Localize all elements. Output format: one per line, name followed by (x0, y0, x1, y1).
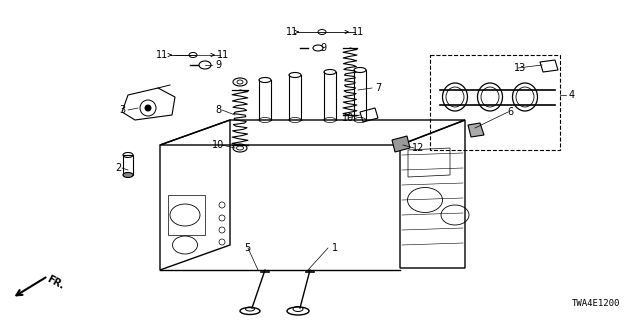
Text: TWA4E1200: TWA4E1200 (572, 299, 620, 308)
Bar (430, 55, 560, 150)
Text: 4: 4 (569, 90, 575, 100)
Text: 12: 12 (412, 143, 424, 153)
Text: 11: 11 (352, 27, 364, 37)
Text: 5: 5 (244, 243, 250, 253)
Text: 8: 8 (215, 105, 221, 115)
Text: 11: 11 (156, 50, 168, 60)
Text: 11: 11 (217, 50, 229, 60)
Text: FR.: FR. (45, 274, 65, 292)
Text: 11: 11 (286, 27, 298, 37)
Circle shape (145, 105, 151, 111)
Text: 13: 13 (514, 63, 526, 73)
Text: 3: 3 (119, 105, 125, 115)
Text: 1: 1 (332, 243, 338, 253)
Text: 2: 2 (115, 163, 121, 173)
Polygon shape (392, 136, 410, 152)
Text: 10: 10 (342, 113, 354, 123)
Text: 10: 10 (212, 140, 224, 150)
Ellipse shape (123, 172, 133, 178)
Text: 6: 6 (507, 107, 513, 117)
Polygon shape (468, 123, 484, 137)
Text: 9: 9 (215, 60, 221, 70)
Text: 7: 7 (375, 83, 381, 93)
Text: 9: 9 (320, 43, 326, 53)
